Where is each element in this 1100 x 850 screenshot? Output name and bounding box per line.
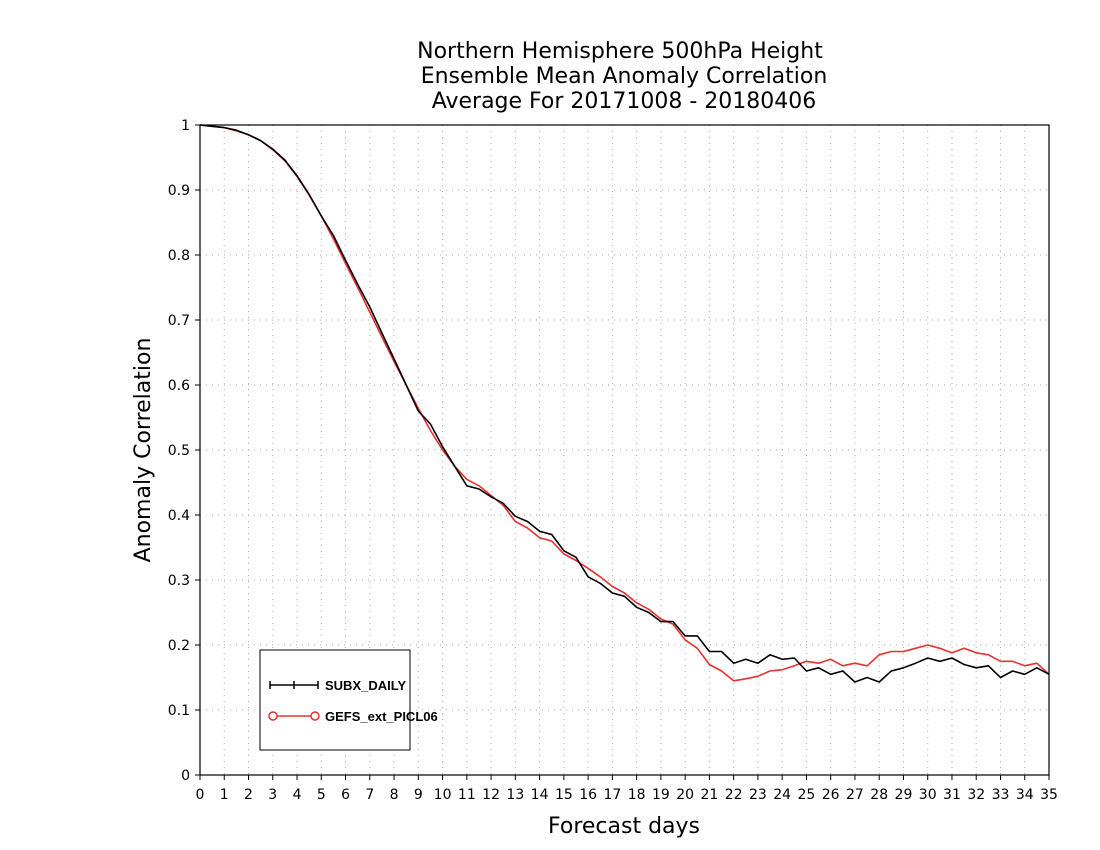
x-tick-label: 20 bbox=[676, 787, 694, 803]
x-tick-label: 10 bbox=[434, 787, 452, 803]
x-tick-label: 31 bbox=[943, 787, 961, 803]
gridlines bbox=[200, 125, 1049, 775]
x-tick-label: 33 bbox=[992, 787, 1010, 803]
x-tick-label: 11 bbox=[458, 787, 476, 803]
legend-box bbox=[259, 649, 411, 751]
x-tick-label: 1 bbox=[220, 787, 229, 803]
legend-plus-marker-icon bbox=[269, 681, 319, 689]
y-tick-label: 0 bbox=[181, 768, 190, 784]
y-tick-label: 0.5 bbox=[168, 443, 190, 459]
x-tick-label: 9 bbox=[414, 787, 423, 803]
x-tick-label: 27 bbox=[846, 787, 864, 803]
legend-label-subx: SUBX_DAILY bbox=[325, 678, 406, 693]
x-tick-label: 22 bbox=[725, 787, 743, 803]
legend-label-gefs: GEFS_ext_PICL06 bbox=[325, 709, 438, 724]
x-tick-label: 17 bbox=[603, 787, 621, 803]
x-tick-label: 35 bbox=[1040, 787, 1058, 803]
x-tick-label: 28 bbox=[870, 787, 888, 803]
x-tick-label: 13 bbox=[506, 787, 524, 803]
y-tick-label: 0.8 bbox=[168, 248, 190, 264]
y-tick-label: 0.3 bbox=[168, 573, 190, 589]
x-tick-label: 7 bbox=[365, 787, 374, 803]
x-tick-label: 25 bbox=[798, 787, 816, 803]
y-tick-label: 0.7 bbox=[168, 313, 190, 329]
x-tick-label: 6 bbox=[341, 787, 350, 803]
plot-frame bbox=[199, 124, 1050, 776]
x-tick-label: 23 bbox=[749, 787, 767, 803]
series-layer bbox=[199, 124, 1050, 683]
x-tick-label: 16 bbox=[579, 787, 597, 803]
x-tick-label: 12 bbox=[482, 787, 500, 803]
y-tick-label: 0.6 bbox=[168, 378, 190, 394]
x-tick-label: 26 bbox=[822, 787, 840, 803]
y-tick-label: 0.4 bbox=[168, 508, 190, 524]
axis-ticks: 0 1 2 3 4 5 6 7 8 9 10 11 12 13 14 15 16 17 18 19 20 21 22 23 24… bbox=[168, 118, 1058, 803]
x-tick-label: 2 bbox=[244, 787, 253, 803]
x-tick-label: 0 bbox=[196, 787, 205, 803]
y-tick-label: 0.2 bbox=[168, 638, 190, 654]
y-tick-label: 0.9 bbox=[168, 183, 190, 199]
x-tick-label: 32 bbox=[967, 787, 985, 803]
x-tick-label: 24 bbox=[773, 787, 791, 803]
x-tick-label: 34 bbox=[1016, 787, 1034, 803]
x-tick-label: 3 bbox=[268, 787, 277, 803]
x-axis-label: Forecast days bbox=[548, 814, 700, 839]
y-tick-label: 1 bbox=[181, 118, 190, 134]
x-tick-label: 18 bbox=[628, 787, 646, 803]
x-tick-label: 15 bbox=[555, 787, 573, 803]
legend-circle-marker-icon bbox=[268, 711, 278, 721]
y-tick-label: 0.1 bbox=[168, 703, 190, 719]
legend-circle-marker-icon bbox=[310, 711, 320, 721]
x-tick-label: 8 bbox=[390, 787, 399, 803]
x-tick-label: 21 bbox=[700, 787, 718, 803]
chart-title-line-2: Ensemble Mean Anomaly Correlation bbox=[421, 64, 828, 89]
y-axis-label: Anomaly Correlation bbox=[131, 338, 156, 563]
x-tick-label: 30 bbox=[919, 787, 937, 803]
legend: SUBX_DAILY GEFS_ext_PICL06 bbox=[259, 649, 438, 751]
chart-title-line-3: Average For 20171008 - 20180406 bbox=[432, 89, 817, 114]
chart-title-line-1: Northern Hemisphere 500hPa Height bbox=[417, 39, 823, 64]
x-tick-label: 29 bbox=[895, 787, 913, 803]
x-tick-label: 5 bbox=[317, 787, 326, 803]
x-tick-label: 14 bbox=[531, 787, 549, 803]
x-tick-label: 19 bbox=[652, 787, 670, 803]
series-line-subx bbox=[199, 124, 1050, 683]
series-line-gefs bbox=[199, 124, 1050, 682]
x-tick-label: 4 bbox=[293, 787, 302, 803]
